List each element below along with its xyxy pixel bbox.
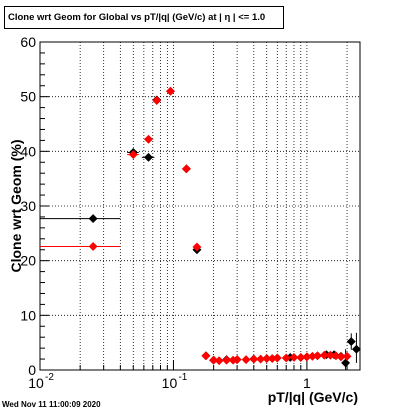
data-point <box>319 350 329 360</box>
data-point <box>232 355 242 365</box>
x-tick-exponent: -2 <box>45 372 54 383</box>
data-point <box>281 353 291 363</box>
data-point <box>152 95 162 106</box>
series <box>40 86 361 370</box>
data-point <box>249 354 259 364</box>
axis-ticks <box>39 41 348 371</box>
data-point <box>214 356 224 366</box>
y-tick-label: 60 <box>20 34 36 50</box>
data-point <box>221 355 232 365</box>
data-point <box>342 351 352 361</box>
data-point <box>181 164 191 174</box>
y-tick-label: 30 <box>20 198 36 214</box>
data-point <box>143 134 154 144</box>
grid <box>40 42 360 370</box>
x-axis-label: pT/|q| (GeV/c) <box>268 389 358 405</box>
x-tick-label: 10 <box>162 375 178 391</box>
data-point <box>209 355 219 365</box>
data-point <box>143 152 154 162</box>
data-point <box>341 358 351 368</box>
y-axis-tick-labels: 0 10 20 30 40 50 60 <box>20 34 36 378</box>
x-tick-exponent: -1 <box>178 372 187 383</box>
data-point <box>351 344 361 354</box>
y-tick-label: 40 <box>20 143 36 159</box>
series-red <box>40 86 352 366</box>
data-point <box>192 242 202 252</box>
data-point <box>88 214 98 224</box>
data-point <box>128 150 138 160</box>
y-tick-label: 50 <box>20 89 36 105</box>
y-axis-label: Clone wrt Geom (%) <box>8 139 24 272</box>
data-point <box>165 86 176 96</box>
data-point <box>346 337 356 347</box>
y-tick-label: 10 <box>20 307 36 323</box>
y-tick-label: 20 <box>20 253 36 269</box>
data-point <box>325 350 335 360</box>
data-point <box>201 351 211 361</box>
data-point <box>241 355 251 365</box>
x-axis-tick-labels: 10 -2 10 -1 1 <box>28 372 311 391</box>
x-tick-label: 10 <box>28 375 44 391</box>
data-point <box>312 351 323 361</box>
y-tick-label: 0 <box>28 362 36 378</box>
chart-title: Clone wrt Geom for Global vs pT/|q| (GeV… <box>4 6 284 29</box>
chart-title-text: Clone wrt Geom for Global vs pT/|q| (GeV… <box>8 12 266 23</box>
data-point <box>88 241 98 252</box>
data-point <box>272 353 282 363</box>
data-point <box>289 352 299 362</box>
datestamp: Wed Nov 11 11:00:09 2020 <box>2 400 101 409</box>
x-tick-label: 1 <box>303 375 311 391</box>
